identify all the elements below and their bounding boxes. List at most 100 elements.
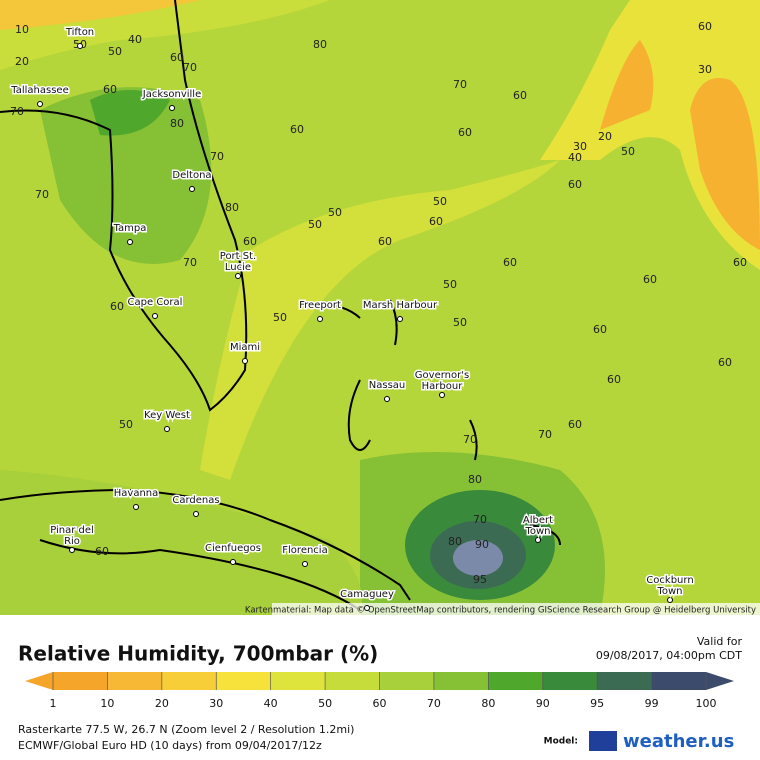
- humidity-field: [0, 0, 200, 30]
- contour-label: 90: [475, 538, 489, 551]
- city-label: Deltona: [172, 170, 211, 181]
- scale-segment: [433, 672, 489, 690]
- city-label: Lucie: [225, 262, 251, 273]
- color-scale: 1 10 20 30 40 50 60 70 80 90 95 99 100: [25, 672, 734, 710]
- scale-arrow: [706, 672, 734, 690]
- contour-label: 60: [593, 323, 607, 336]
- city-label: Pinar del: [50, 525, 94, 536]
- city-dot: [193, 511, 199, 517]
- city-label: Florencia: [282, 545, 327, 556]
- city-label: Cape Coral: [128, 297, 183, 308]
- city-dot: [302, 561, 308, 567]
- contour-label: 60: [568, 178, 582, 191]
- contour-label: 60: [568, 418, 582, 431]
- scale-segment: [216, 672, 272, 690]
- contour-label: 50: [453, 316, 467, 329]
- contour-label: 70: [210, 150, 224, 163]
- contour-label: 60: [110, 300, 124, 313]
- scale-segment: [107, 672, 163, 690]
- scale-segment: [325, 672, 380, 690]
- contour-label: 80: [170, 117, 184, 130]
- city-label: Town: [524, 526, 550, 537]
- contour-label: 60: [95, 545, 109, 558]
- city-dot: [242, 358, 248, 364]
- valid-label: Valid for: [697, 635, 743, 648]
- cuba-north-coast: [0, 488, 411, 601]
- humidity-field: [0, 470, 362, 615]
- city-dot: [37, 101, 43, 107]
- contour-label: 80: [313, 38, 327, 51]
- scale-label: 60: [373, 697, 387, 710]
- city-label: Nassau: [369, 380, 406, 391]
- contour-label: 60: [698, 20, 712, 33]
- scale-segment: [542, 672, 598, 690]
- contour-label: 30: [573, 140, 587, 153]
- city-dot: [69, 547, 75, 553]
- scale-label: 80: [481, 697, 495, 710]
- contour-label: 60: [378, 235, 392, 248]
- contour-label: 70: [538, 428, 552, 441]
- humidity-field: [690, 78, 760, 250]
- city-label: Cockburn: [646, 575, 693, 586]
- scale-label: 40: [264, 697, 278, 710]
- contour-label: 60: [643, 273, 657, 286]
- city-label: Governor's: [415, 370, 469, 381]
- attribution-bg: [272, 603, 760, 615]
- scale-segment: [53, 672, 108, 690]
- city-label: Harbour: [422, 381, 464, 392]
- contour-label: 95: [473, 573, 487, 586]
- scale-segment: [161, 672, 217, 690]
- city-label: Camaguey: [340, 589, 394, 600]
- scale-segment: [270, 672, 326, 690]
- city-dot: [77, 43, 83, 49]
- scale-label: 90: [536, 697, 550, 710]
- city-dot: [127, 239, 133, 245]
- contour-label: 60: [733, 256, 747, 269]
- contour-label: 60: [103, 83, 117, 96]
- city-label: Miami: [230, 342, 260, 353]
- scale-label: 70: [427, 697, 441, 710]
- valid-time: 09/08/2017, 04:00pm CDT: [596, 649, 742, 662]
- scale-label: 10: [100, 697, 114, 710]
- contour-label: 10: [15, 23, 29, 36]
- scale-arrow: [25, 672, 53, 690]
- scale-label: 20: [155, 697, 169, 710]
- contour-label: 70: [453, 78, 467, 91]
- contour-label: 70: [35, 188, 49, 201]
- city-dot: [384, 396, 390, 402]
- cuba-south-coast: [39, 539, 361, 611]
- city-dot: [667, 597, 673, 603]
- contour-label: 60: [607, 373, 621, 386]
- legend-title: Relative Humidity, 700mbar (%): [18, 642, 378, 666]
- city-dot: [235, 273, 241, 279]
- coastlines: [0, 0, 561, 611]
- contour-label: 50: [328, 206, 342, 219]
- city-label: Freeport: [299, 300, 341, 311]
- city-label: Cardenas: [172, 495, 219, 506]
- map: Kartenmaterial: Map data © OpenStreetMap…: [0, 0, 760, 616]
- contour-label: 60: [513, 89, 527, 102]
- contour-label: 60: [429, 215, 443, 228]
- scale-label: 99: [645, 697, 659, 710]
- eu-flag: [589, 731, 617, 751]
- contour-label: 60: [170, 51, 184, 64]
- contour-label: 70: [473, 513, 487, 526]
- brand[interactable]: weather.us: [623, 731, 734, 752]
- contour-label: 30: [698, 63, 712, 76]
- scale-segment: [651, 672, 707, 690]
- city-dot: [317, 316, 323, 322]
- contour-label: 60: [458, 126, 472, 139]
- city-dot: [169, 105, 175, 111]
- contour-label: 80: [448, 535, 462, 548]
- scale-segment: [488, 672, 544, 690]
- scale-label: 100: [696, 697, 717, 710]
- city-label: Key West: [144, 410, 190, 421]
- city-label: Cienfuegos: [205, 543, 261, 554]
- footer-line: Rasterkarte 77.5 W, 26.7 N (Zoom level 2…: [18, 723, 354, 736]
- contour-label: 40: [568, 151, 582, 164]
- city-label: Tampa: [113, 223, 147, 234]
- scale-label: 95: [590, 697, 604, 710]
- contour-label: 20: [15, 55, 29, 68]
- humidity-field: [453, 540, 503, 576]
